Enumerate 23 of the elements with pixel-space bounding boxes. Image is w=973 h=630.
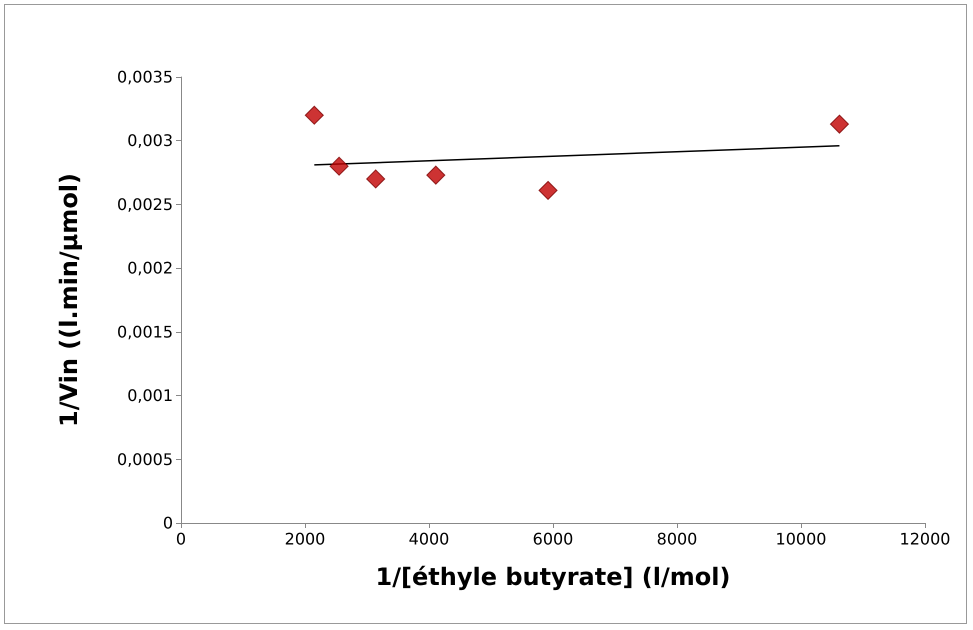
y-tick-label: 0,0005 <box>117 450 173 469</box>
y-axis-title: 1/Vin ((l.min/µmol) <box>55 172 83 428</box>
y-tick-label: 0,0035 <box>117 68 173 86</box>
x-tick-label: 4000 <box>408 530 450 548</box>
point <box>330 156 349 176</box>
x-tick-label: 10000 <box>776 530 826 548</box>
point <box>426 166 446 185</box>
point <box>830 114 849 134</box>
y-tick-label: 0,003 <box>127 131 173 150</box>
point <box>538 180 558 200</box>
point <box>366 169 386 188</box>
x-axis-title: 1/[éthyle butyrate] (l/mol) <box>376 563 730 591</box>
y-tick-label: 0,001 <box>127 386 173 406</box>
x-tick-label: 8000 <box>656 530 698 548</box>
x-tick-label: 2000 <box>284 530 326 548</box>
x-tick-label: 12000 <box>900 530 950 548</box>
y-tick-label: 0 <box>162 514 173 532</box>
y-tick-label: 0,0025 <box>117 194 173 214</box>
y-tick-label: 0,002 <box>127 258 173 278</box>
x-tick-label: 6000 <box>532 530 574 548</box>
x-tick-label: 0 <box>176 530 186 548</box>
point <box>304 106 324 125</box>
y-tick-label: 0,0015 <box>117 322 173 342</box>
